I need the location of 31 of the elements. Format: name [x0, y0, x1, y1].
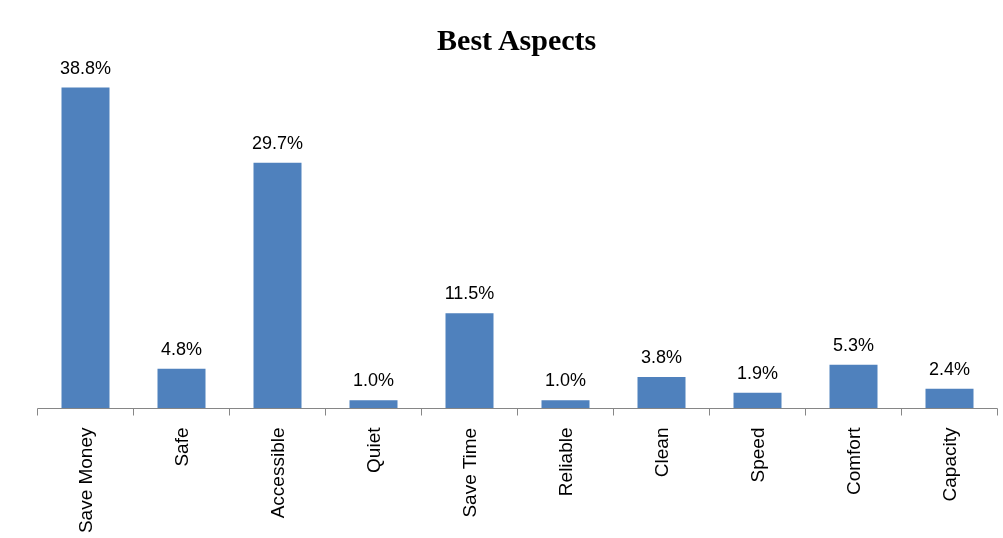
data-label: 38.8% [59, 57, 112, 78]
x-tick-label: Comfort [843, 426, 864, 496]
x-tick-label: Capacity [939, 427, 960, 502]
bar [253, 162, 302, 409]
x-tick-label: Quiet [363, 426, 384, 473]
chart-title: Best Aspects [437, 22, 597, 56]
x-tick-label: Save Money [75, 427, 96, 534]
data-label: 2.4% [928, 358, 971, 379]
x-tick-label: Safe [171, 427, 192, 467]
bar [349, 400, 398, 409]
bar [733, 392, 782, 409]
data-label: 1.0% [352, 370, 395, 391]
x-tick-label: Reliable [555, 427, 576, 497]
x-tick-label: Speed [747, 427, 768, 483]
x-tick-label: Accessible [267, 427, 288, 519]
data-label: 11.5% [444, 283, 495, 304]
data-label: 4.8% [160, 338, 203, 359]
data-label: 3.8% [640, 347, 683, 368]
bar [61, 87, 110, 409]
data-label: 29.7% [251, 132, 304, 153]
data-label: 5.3% [832, 334, 875, 355]
bar [445, 313, 494, 409]
x-tick-label: Save Time [459, 427, 480, 518]
bar [541, 400, 590, 409]
bar [157, 368, 206, 409]
data-label: 1.9% [736, 362, 779, 383]
bar [637, 377, 686, 409]
x-tick-label: Clean [651, 427, 672, 478]
bar [925, 388, 974, 409]
data-label: 1.0% [544, 370, 587, 391]
bar [829, 364, 878, 409]
